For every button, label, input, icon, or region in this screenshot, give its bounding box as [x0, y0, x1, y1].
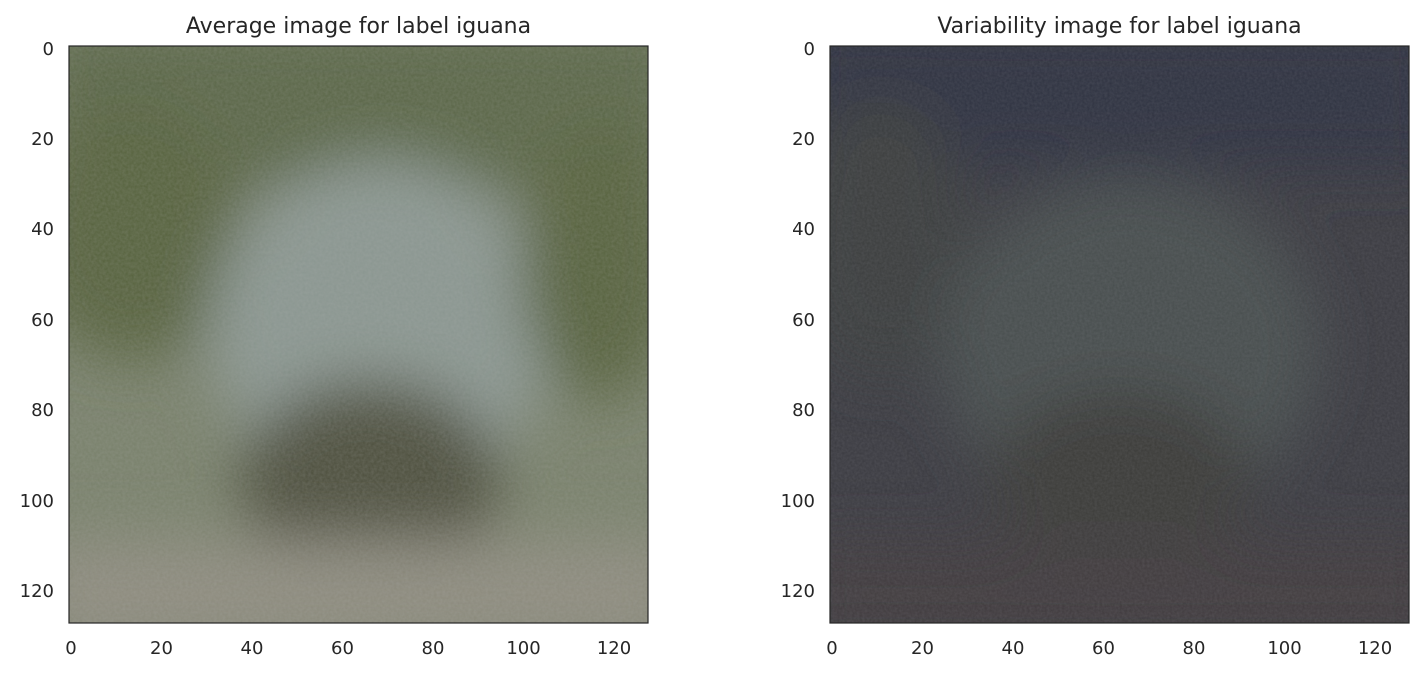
axes-variability: Variability image for label iguana 0 20 …	[781, 14, 1410, 659]
y-tick-label: 0	[804, 39, 815, 60]
x-tick-label: 60	[1092, 638, 1115, 659]
x-tick-label: 40	[1002, 638, 1025, 659]
y-tick-label: 80	[31, 400, 54, 421]
x-tick-label: 60	[331, 638, 354, 659]
heatmap-image-average	[69, 46, 648, 623]
x-tick-label: 40	[241, 638, 264, 659]
x-tick-label: 80	[422, 638, 445, 659]
x-tick-label: 120	[597, 638, 631, 659]
x-ticks: 0 20 40 60 80 100 120	[65, 638, 631, 659]
x-ticks: 0 20 40 60 80 100 120	[826, 638, 1392, 659]
y-tick-label: 60	[31, 310, 54, 331]
y-tick-label: 120	[781, 581, 815, 602]
y-tick-label: 40	[792, 219, 815, 240]
axes-average: Average image for label iguana 0 20 40 6…	[20, 14, 649, 659]
heatmap-image-variability	[830, 46, 1409, 623]
axes-frame	[829, 45, 1410, 624]
y-tick-label: 120	[20, 581, 54, 602]
x-tick-label: 20	[911, 638, 934, 659]
x-tick-label: 100	[506, 638, 540, 659]
y-tick-label: 100	[781, 491, 815, 512]
x-tick-label: 120	[1358, 638, 1392, 659]
axes-title: Variability image for label iguana	[937, 14, 1301, 39]
y-tick-label: 60	[792, 310, 815, 331]
y-tick-label: 20	[792, 129, 815, 150]
y-tick-label: 80	[792, 400, 815, 421]
y-ticks: 0 20 40 60 80 100 120	[781, 39, 815, 602]
y-tick-label: 40	[31, 219, 54, 240]
x-tick-label: 100	[1267, 638, 1301, 659]
x-tick-label: 80	[1183, 638, 1206, 659]
y-ticks: 0 20 40 60 80 100 120	[20, 39, 54, 602]
x-tick-label: 0	[65, 638, 76, 659]
axes-title: Average image for label iguana	[186, 14, 531, 39]
axes-frame	[68, 45, 649, 624]
x-tick-label: 0	[826, 638, 837, 659]
y-tick-label: 100	[20, 491, 54, 512]
y-tick-label: 20	[31, 129, 54, 150]
x-tick-label: 20	[150, 638, 173, 659]
y-tick-label: 0	[43, 39, 54, 60]
